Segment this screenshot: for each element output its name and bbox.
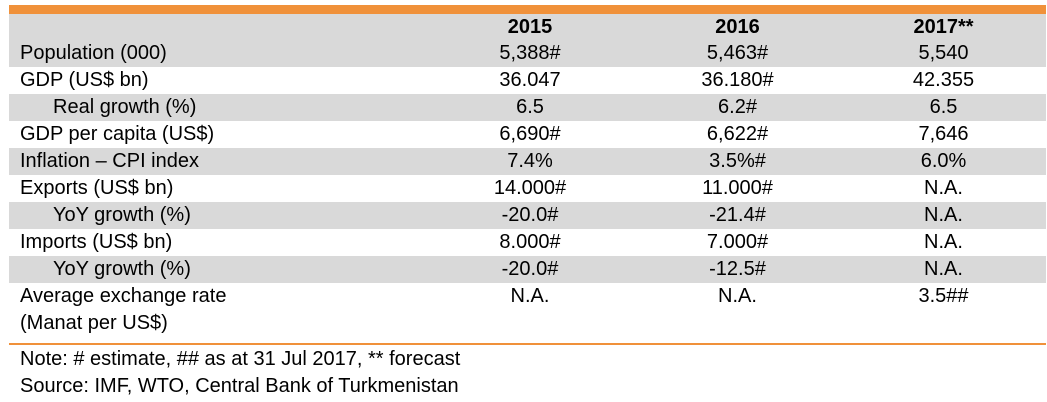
header-label-cell (9, 14, 426, 40)
header-year-2016: 2016 (634, 14, 841, 40)
row-label: GDP per capita (US$) (20, 123, 215, 145)
row-label-line: (Manat per US$) (20, 312, 168, 334)
table-bottom-rule (9, 343, 1046, 345)
cell-value: 6.2# (634, 94, 841, 121)
cell-value: 6.5 (841, 94, 1046, 121)
table-row: YoY growth (%) -20.0# -21.4# N.A. (9, 202, 1046, 229)
cell-value: -20.0# (426, 256, 634, 283)
cell-value: -21.4# (634, 202, 841, 229)
table-header-row: 2015 2016 2017** (9, 14, 1046, 40)
table-footnotes: Note: # estimate, ## as at 31 Jul 2017, … (20, 346, 460, 400)
row-label: Average exchange rate (Manat per US$) (9, 283, 426, 337)
row-label: YoY growth (%) (9, 202, 426, 229)
table-row: Exports (US$ bn) 14.000# 11.000# N.A. (9, 175, 1046, 202)
cell-value: 7.4% (426, 148, 634, 175)
header-accent-bar (9, 5, 1046, 14)
cell-value: N.A. (924, 177, 963, 199)
cell-value: N.A. (841, 256, 1046, 283)
cell-value: N.A. (718, 285, 757, 307)
table-row: Real growth (%) 6.5 6.2# 6.5 (9, 94, 1046, 121)
table-row: GDP (US$ bn) 36.047 36.180# 42.355 (9, 67, 1046, 94)
cell-value: 6,690# (499, 123, 561, 145)
table-row: Average exchange rate (Manat per US$) N.… (9, 283, 1046, 337)
cell-value: 36.047 (499, 69, 561, 91)
table-row: YoY growth (%) -20.0# -12.5# N.A. (9, 256, 1046, 283)
row-label: Real growth (%) (9, 94, 426, 121)
cell-value: 5,540 (841, 40, 1046, 67)
cell-value: N.A. (510, 285, 550, 307)
cell-value: 6.5 (426, 94, 634, 121)
cell-value: -20.0# (426, 202, 634, 229)
row-label: YoY growth (%) (9, 256, 426, 283)
cell-value: 42.355 (912, 69, 975, 91)
cell-value: 36.180# (701, 69, 774, 91)
cell-value: N.A. (924, 231, 963, 253)
cell-value: 7.000# (706, 231, 769, 253)
cell-value: 6.0% (841, 148, 1046, 175)
cell-value: 3.5## (918, 285, 969, 307)
table-row: Population (000) 5,388# 5,463# 5,540 (9, 40, 1046, 67)
cell-value: N.A. (841, 202, 1046, 229)
header-year-2015: 2015 (426, 14, 634, 40)
table-row: GDP per capita (US$) 6,690# 6,622# 7,646 (9, 121, 1046, 148)
row-label: Inflation – CPI index (9, 148, 426, 175)
row-label: Imports (US$ bn) (20, 231, 173, 253)
footnote-note: Note: # estimate, ## as at 31 Jul 2017, … (20, 348, 461, 370)
cell-value: 3.5%# (634, 148, 841, 175)
cell-value: -12.5# (634, 256, 841, 283)
cell-value: 8.000# (499, 231, 561, 253)
cell-value: 14.000# (493, 177, 567, 199)
cell-value: 5,463# (634, 40, 841, 67)
cell-value: 11.000# (702, 177, 773, 199)
header-year-2017: 2017** (841, 14, 1046, 40)
cell-value: 6,622# (706, 123, 769, 145)
economic-indicators-table: 2015 2016 2017** Population (000) 5,388#… (9, 14, 1046, 337)
cell-value: 5,388# (426, 40, 634, 67)
row-label: GDP (US$ bn) (20, 69, 149, 91)
cell-value: 7,646 (918, 123, 969, 145)
row-label: Exports (US$ bn) (20, 177, 174, 199)
table-row: Imports (US$ bn) 8.000# 7.000# N.A. (9, 229, 1046, 256)
footnote-source: Source: IMF, WTO, Central Bank of Turkme… (20, 375, 459, 397)
table-row: Inflation – CPI index 7.4% 3.5%# 6.0% (9, 148, 1046, 175)
row-label: Population (000) (9, 40, 426, 67)
row-label-line: Average exchange rate (20, 285, 227, 307)
